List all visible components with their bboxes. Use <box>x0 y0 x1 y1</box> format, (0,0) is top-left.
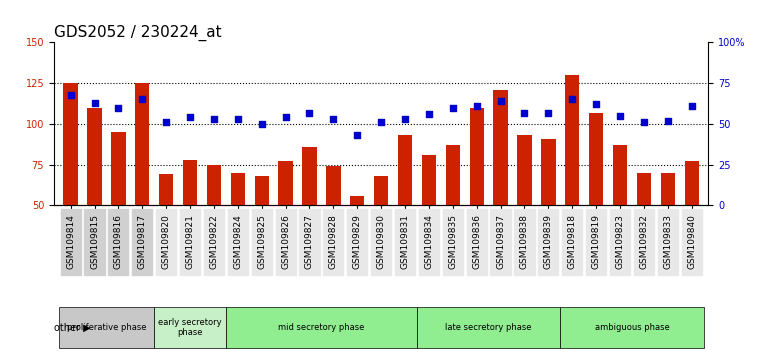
Bar <box>303 147 316 287</box>
Point <box>423 111 435 117</box>
Point <box>614 113 626 119</box>
Point <box>590 102 602 107</box>
FancyBboxPatch shape <box>561 307 704 348</box>
Text: early secretory
phase: early secretory phase <box>159 318 222 337</box>
Point <box>160 119 172 125</box>
FancyBboxPatch shape <box>226 307 417 348</box>
Bar <box>494 90 507 287</box>
Point <box>184 115 196 120</box>
Point <box>280 115 292 120</box>
Point <box>256 121 268 127</box>
Bar <box>111 132 126 287</box>
Point <box>518 110 531 115</box>
Point <box>232 116 244 122</box>
Bar <box>279 161 293 287</box>
Point <box>399 116 411 122</box>
Bar <box>422 155 436 287</box>
Bar <box>517 135 531 287</box>
Bar <box>63 83 78 287</box>
Bar <box>661 173 675 287</box>
Point <box>542 110 554 115</box>
Text: mid secretory phase: mid secretory phase <box>278 323 365 332</box>
Bar <box>159 175 173 287</box>
Point <box>208 116 220 122</box>
Bar <box>446 145 460 287</box>
Point <box>638 119 650 125</box>
Bar <box>589 113 604 287</box>
Point <box>112 105 125 110</box>
Point <box>685 103 698 109</box>
Bar <box>231 173 245 287</box>
Point <box>303 110 316 115</box>
Bar <box>541 138 555 287</box>
Bar <box>637 173 651 287</box>
Bar <box>207 165 221 287</box>
Point <box>89 100 101 105</box>
FancyBboxPatch shape <box>59 307 154 348</box>
Text: other ▶: other ▶ <box>54 322 91 332</box>
Point <box>447 105 459 110</box>
Point <box>327 116 340 122</box>
Bar <box>326 166 340 287</box>
Text: proliferative phase: proliferative phase <box>67 323 146 332</box>
Bar <box>350 195 364 287</box>
Bar <box>135 83 149 287</box>
Point <box>65 92 77 97</box>
Bar <box>685 161 699 287</box>
Point <box>661 118 674 124</box>
Point <box>351 132 363 138</box>
Bar <box>255 176 269 287</box>
Bar <box>470 108 484 287</box>
Point <box>494 98 507 104</box>
Bar <box>374 176 388 287</box>
Point <box>136 97 149 102</box>
Point <box>566 97 578 102</box>
Text: late secretory phase: late secretory phase <box>445 323 532 332</box>
Bar <box>613 145 628 287</box>
Point <box>375 119 387 125</box>
FancyBboxPatch shape <box>417 307 561 348</box>
Bar <box>565 75 579 287</box>
Text: ambiguous phase: ambiguous phase <box>594 323 669 332</box>
FancyBboxPatch shape <box>154 307 226 348</box>
Point <box>470 103 483 109</box>
Bar <box>87 108 102 287</box>
Text: GDS2052 / 230224_at: GDS2052 / 230224_at <box>54 25 222 41</box>
Bar <box>183 160 197 287</box>
Bar <box>398 135 412 287</box>
